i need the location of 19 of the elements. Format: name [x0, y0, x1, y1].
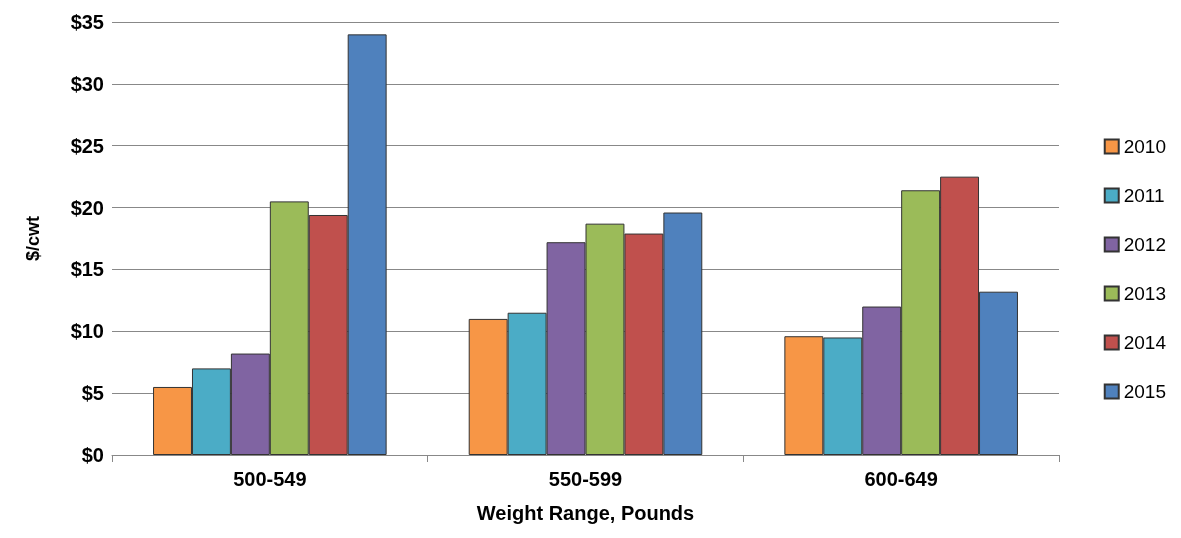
y-axis-title: $/cwt	[23, 215, 43, 262]
legend-label: 2011	[1123, 185, 1165, 206]
y-tick-label: $5	[81, 382, 104, 405]
x-axis-title: Weight Range, Pounds	[476, 502, 695, 524]
legend-label: 2013	[1123, 283, 1167, 304]
x-tick-label: 550-599	[548, 468, 623, 490]
legend-label: 2014	[1123, 332, 1167, 353]
y-tick-label: $0	[81, 444, 104, 466]
y-tick-label: $15	[70, 258, 104, 281]
y-tick-label: $10	[70, 320, 104, 343]
y-tick-label: $35	[70, 11, 104, 33]
y-tick-label: $20	[70, 196, 104, 219]
x-tick-label: 500-549	[233, 468, 307, 490]
x-tick-label: 600-649	[864, 468, 938, 490]
y-tick-label: $30	[70, 72, 104, 95]
legend-label: 2015	[1123, 381, 1167, 402]
legend-label: 2010	[1123, 136, 1167, 157]
legend-label: 2012	[1123, 234, 1167, 255]
y-tick-label: $25	[70, 134, 104, 157]
